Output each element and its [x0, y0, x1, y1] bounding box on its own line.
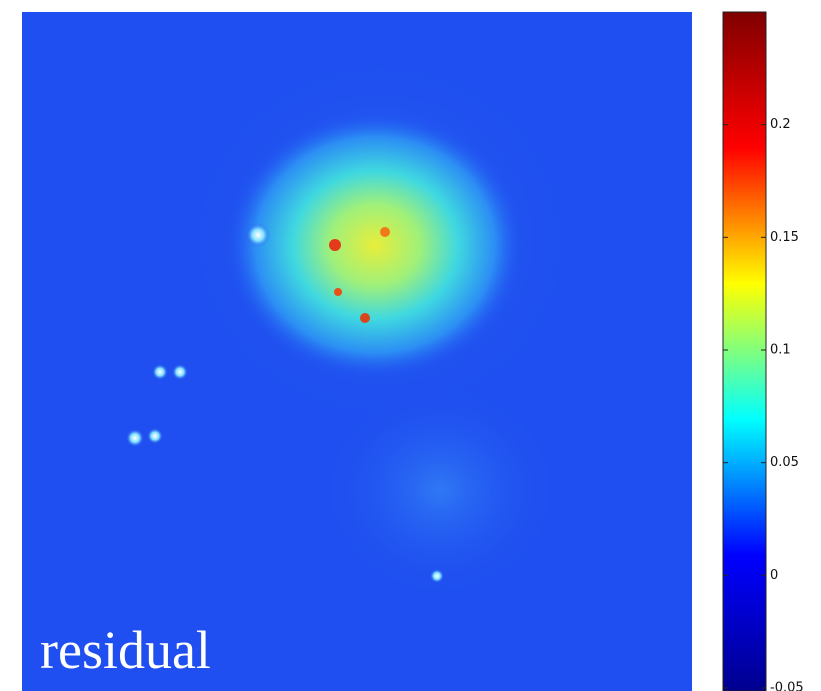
tick-label: 0.2 — [770, 117, 791, 132]
tick-label: -0.05 — [770, 681, 804, 691]
tick-label: 0.15 — [770, 230, 799, 245]
tick-label: 0 — [770, 568, 778, 583]
heatmap-image: residual — [22, 12, 692, 691]
annotation: residual — [40, 620, 211, 680]
tick-label: 0.1 — [770, 343, 791, 358]
colorbar — [722, 11, 767, 691]
tick-label: 0.05 — [770, 455, 799, 470]
